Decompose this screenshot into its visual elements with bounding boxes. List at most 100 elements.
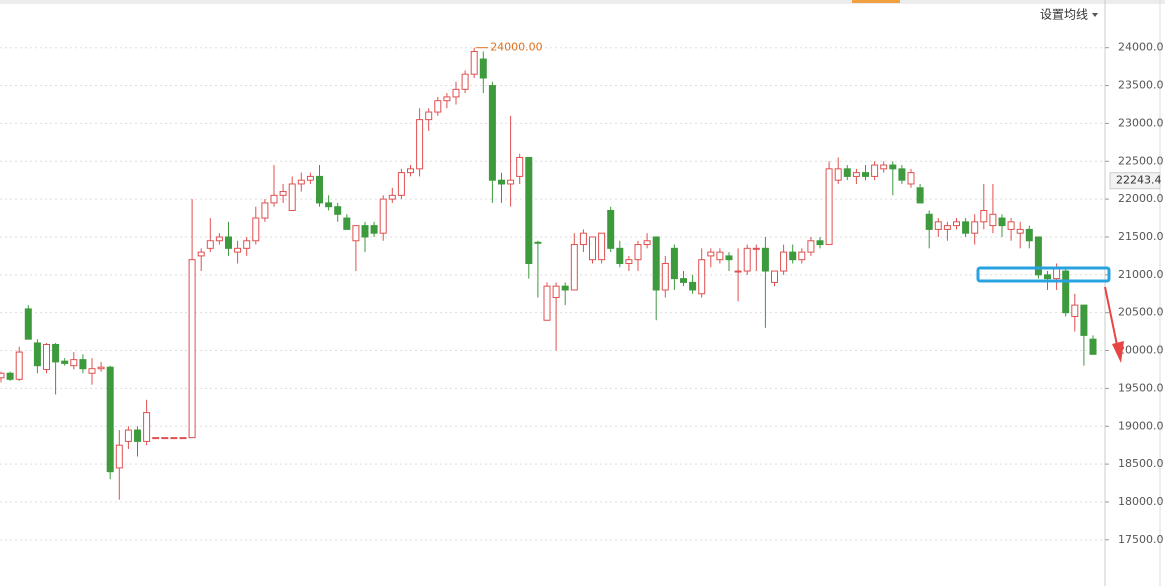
candle-body [452,88,460,98]
candle-body [479,58,487,79]
candle-body [106,366,114,473]
candle-body [170,437,178,440]
candle-body [661,262,669,291]
candle-body [834,168,842,181]
candle-body [1089,338,1097,355]
candle-body [843,168,851,177]
ma-button-label[interactable]: 设置均线 [1040,8,1088,22]
candle-body [443,96,451,102]
candle-body [625,259,633,264]
candle-body [898,168,906,181]
candle-body [225,236,232,249]
candle-body [388,194,396,200]
max-label: 24000.00 [490,41,543,54]
candle-body [552,285,560,299]
candle-body [852,172,860,177]
y-tick-label: 24000.0 [1118,41,1164,54]
arrow-shaft [1104,286,1118,346]
candle-body [880,164,888,170]
candle-body [761,247,769,272]
candle-body [33,342,41,367]
candle-body [52,343,60,363]
candle-body [361,225,369,238]
candle-body [889,164,897,170]
candle-body [543,285,551,321]
candle-body [798,251,806,261]
candle-body [397,172,405,196]
y-tick-label: 19000.0 [1118,419,1164,432]
candle-body [943,225,951,230]
candle-body [643,240,651,246]
candle-body [816,240,824,246]
candle-body [1044,274,1051,280]
candle-body [989,213,997,227]
candle-body [188,259,196,439]
candle-body [807,240,815,253]
y-tick-label: 18500.0 [1118,457,1164,470]
candle-body [953,221,960,227]
candles: 24000.00 [0,41,1097,500]
y-tick-label: 18000.0 [1118,495,1164,508]
candle-body [689,281,697,291]
candle-body [61,360,69,364]
candle-body [143,412,151,442]
candle-body [0,372,5,379]
candle-body [780,251,788,272]
candle-body [134,429,141,442]
candle-body [43,343,50,370]
candle-body [725,255,733,261]
y-tick-label: 23500.0 [1118,79,1164,92]
candle-body [488,85,496,181]
candle-body [1016,228,1024,234]
candle-body [416,119,424,170]
last-price-box [1109,172,1161,190]
candle-body [598,232,606,261]
candle-body [516,156,524,177]
y-tick-label: 20000.0 [1118,344,1164,357]
candle-body [270,194,278,204]
y-tick-label: 22000.0 [1118,192,1164,205]
candle-body [297,179,305,185]
ma-button[interactable]: 设置均线 [1040,8,1098,22]
candle-body [916,187,924,204]
candle-body [470,50,478,75]
arrow-head [1112,341,1124,363]
candle-body [6,372,14,380]
top-strip [0,0,1165,4]
candle-body [279,191,287,196]
candle-body [234,247,242,253]
candle-body [79,359,87,370]
candle-body [407,168,414,174]
candle-body [934,221,942,230]
candle-body [97,366,105,370]
y-tick-label: 21500.0 [1118,230,1164,243]
candle-body [579,232,587,246]
candle-body [325,202,333,208]
candle-body [652,236,660,291]
candle-body [1025,228,1033,242]
candle-body [370,225,378,234]
candle-body [197,251,205,257]
candle-body [962,221,970,234]
candle-body [998,217,1006,227]
candle-body [434,100,442,113]
candle-body [907,172,915,185]
candle-body [24,308,32,340]
candle-body [352,225,360,242]
candle-body [1034,236,1042,276]
candle-body [425,111,433,121]
candle-body [634,244,642,261]
candle-body [743,247,751,272]
candle-body [825,168,833,246]
top-tab [852,0,900,3]
candle-body [252,217,260,242]
dropdown-icon [1092,13,1098,17]
candle-body [261,202,269,219]
candle-body [161,437,169,440]
candle-body [379,198,387,234]
candle-body [734,270,742,273]
candle-body [980,209,988,223]
candle-body [1007,221,1015,230]
